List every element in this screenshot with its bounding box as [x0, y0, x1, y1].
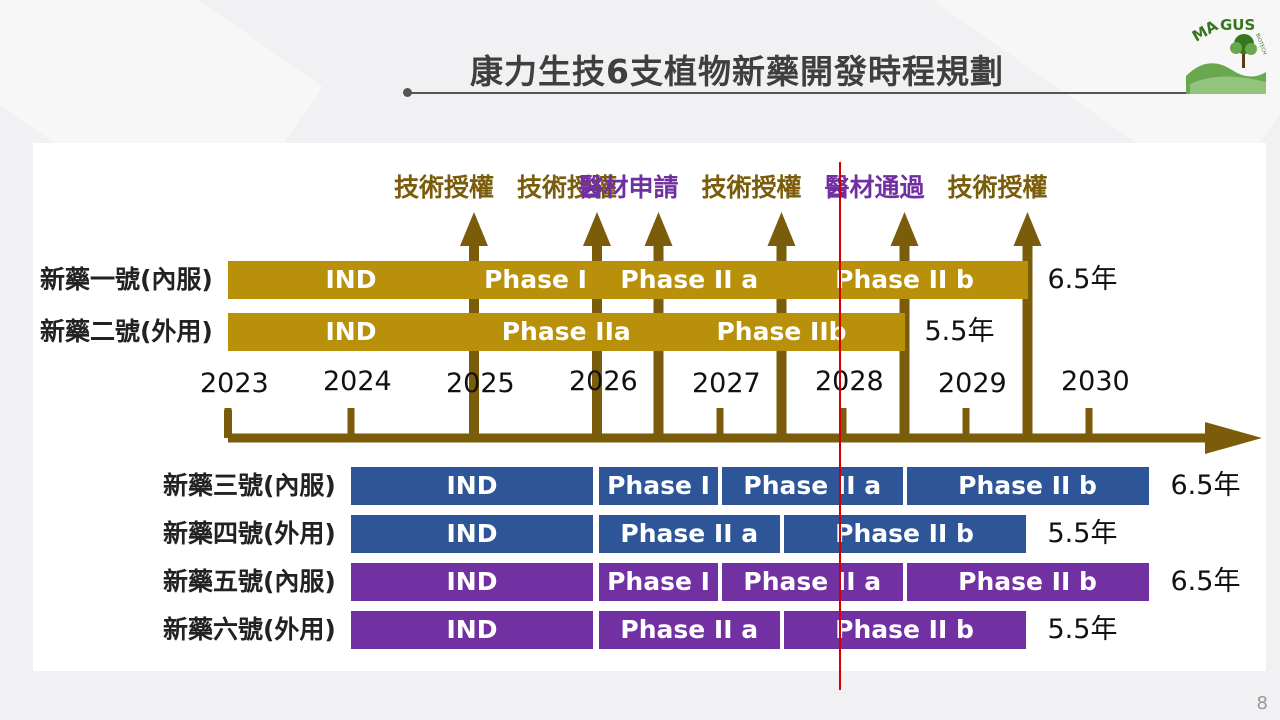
year-label: 2023	[200, 368, 269, 399]
milestone-label: 醫材通過	[824, 173, 925, 202]
phase-bar: Phase II b	[906, 563, 1149, 601]
phase-bar: IND	[228, 261, 474, 299]
year-label: 2028	[815, 366, 884, 397]
year-label: 2030	[1061, 366, 1130, 397]
year-label: 2024	[323, 366, 392, 397]
svg-text:BIOTECH: BIOTECH	[1254, 33, 1267, 56]
milestone-arrowhead	[1013, 212, 1042, 246]
phase-bar: Phase I	[599, 467, 718, 505]
phase-bar: Phase II a	[599, 515, 780, 553]
phase-bar: IND	[351, 515, 593, 553]
duration-label: 5.5年	[1047, 614, 1118, 645]
milestone-arrowhead	[583, 212, 611, 246]
year-label: 2025	[446, 368, 515, 399]
drug-name: 新藥五號(內服)	[163, 567, 336, 596]
year-label: 2026	[569, 366, 638, 397]
phase-bar: Phase II b	[906, 467, 1149, 505]
drug-name: 新藥六號(外用)	[163, 615, 336, 644]
phase-bar: Phase II a	[597, 261, 782, 299]
milestone-label: 技術授權	[394, 173, 495, 202]
year-label: 2029	[938, 368, 1007, 399]
phase-bar: Phase II a	[722, 467, 903, 505]
year-label: 2027	[692, 368, 761, 399]
duration-label: 5.5年	[1047, 518, 1118, 549]
phase-bar: Phase IIa	[474, 313, 659, 351]
milestone-label: 技術授權	[701, 173, 802, 202]
svg-text:MA: MA	[1189, 16, 1221, 45]
milestone-label: 醫材申請	[578, 173, 679, 202]
milestone-arrowhead	[644, 212, 673, 246]
page-title: 康力生技6支植物新藥開發時程規劃	[470, 52, 1004, 91]
title-underline	[408, 92, 1260, 94]
milestone-label: 技術授權	[517, 173, 618, 202]
drug-name: 新藥三號(內服)	[163, 471, 336, 500]
milestone-arrowhead	[767, 212, 796, 246]
phase-bar: Phase I	[474, 261, 597, 299]
phase-bar: Phase II b	[781, 261, 1028, 299]
phase-bar: Phase II b	[783, 611, 1026, 649]
milestone-arrowhead	[460, 212, 488, 246]
timeline-axis-arrowhead	[1205, 422, 1262, 454]
phase-bar: IND	[228, 313, 474, 351]
duration-label: 6.5年	[1170, 470, 1241, 501]
current-date-marker	[839, 162, 841, 690]
phase-bar: Phase IIb	[658, 313, 905, 351]
phase-bar: Phase II a	[599, 611, 780, 649]
duration-label: 6.5年	[1170, 566, 1241, 597]
drug-name: 新藥四號(外用)	[163, 519, 336, 548]
page-number: 8	[1256, 693, 1268, 714]
phase-bar: IND	[351, 563, 593, 601]
milestone-label: 技術授權	[947, 173, 1048, 202]
svg-text:GUS: GUS	[1220, 16, 1255, 34]
title-bullet	[403, 88, 412, 97]
magus-logo: MA GUS BIOTECH	[1186, 16, 1267, 94]
drug-name: 新藥二號(外用)	[40, 317, 213, 346]
phase-bar: Phase II b	[783, 515, 1026, 553]
phase-bar: Phase I	[599, 563, 718, 601]
phase-bar: IND	[351, 467, 593, 505]
duration-label: 6.5年	[1047, 264, 1118, 295]
drug-name: 新藥一號(內服)	[40, 265, 213, 294]
phase-bar: IND	[351, 611, 593, 649]
phase-bar: Phase II a	[722, 563, 903, 601]
milestone-arrowhead	[890, 212, 919, 246]
duration-label: 5.5年	[924, 316, 995, 347]
